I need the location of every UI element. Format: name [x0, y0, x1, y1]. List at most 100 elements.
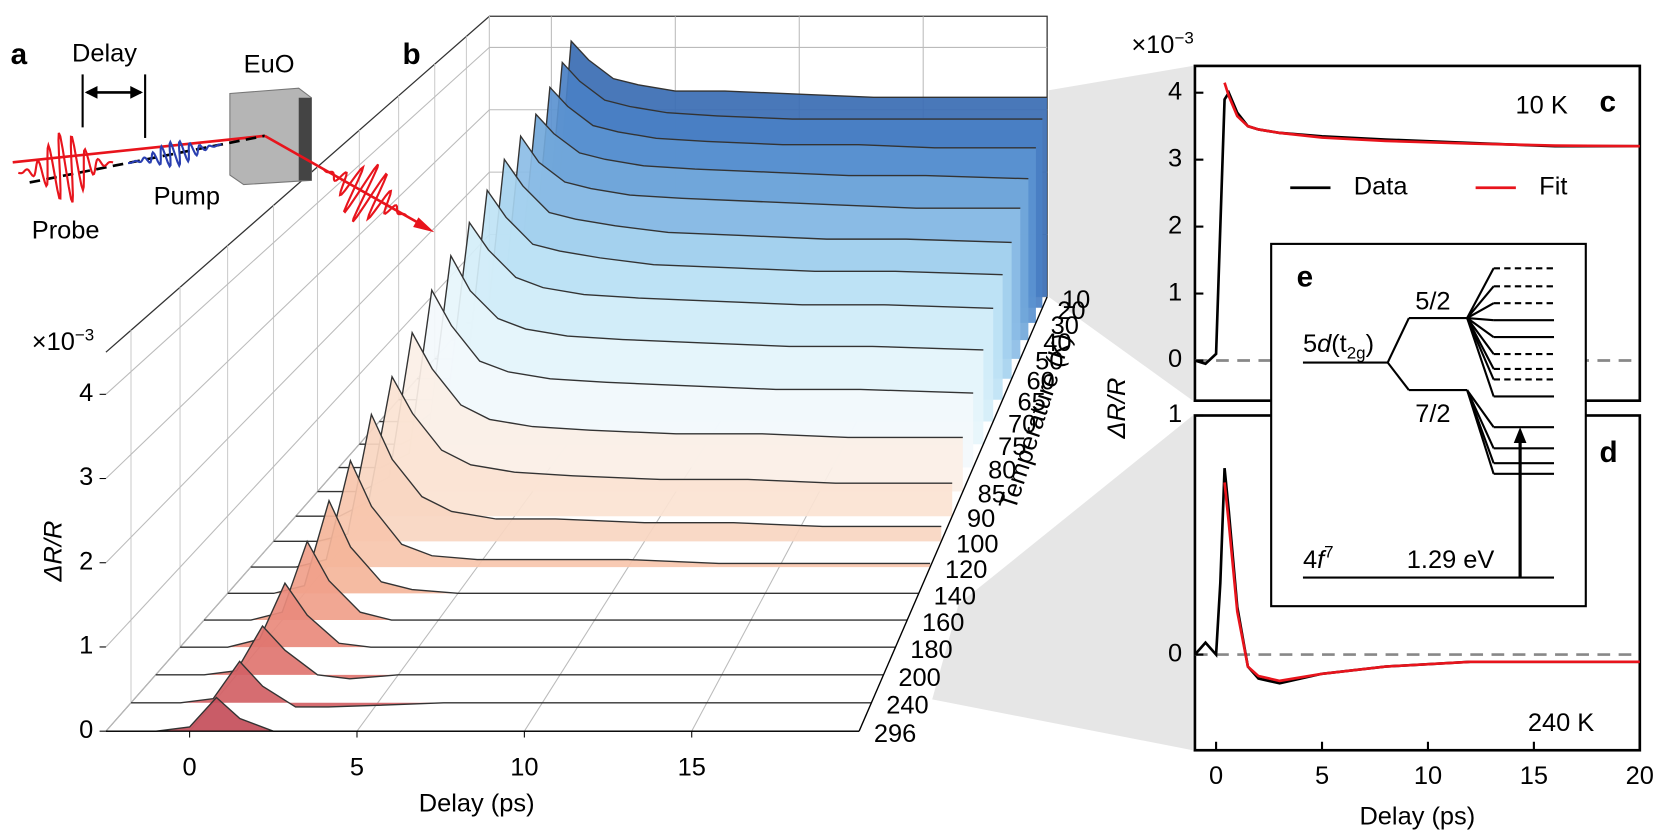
pump-pulse — [128, 139, 222, 169]
depth-tick-label: 160 — [922, 609, 964, 637]
depth-tick-label: 200 — [898, 664, 940, 692]
y-axis-label: ΔR/R — [39, 521, 67, 583]
delay-label: Delay — [72, 40, 137, 68]
legend-label: Fit — [1539, 172, 1567, 200]
multiplier-exponent: −3 — [1174, 29, 1193, 48]
depth-tick-label: 30 — [1051, 312, 1079, 340]
panel-label: a — [11, 38, 28, 71]
depth-tick-label: 75 — [998, 433, 1026, 461]
axis-multiplier: ×10−3 — [1131, 29, 1193, 60]
grid-line — [105, 171, 490, 564]
y-tick-label: 1 — [1168, 278, 1182, 306]
multiplier-exponent: −3 — [75, 325, 94, 344]
panel-label: b — [403, 38, 421, 71]
level-line — [1466, 389, 1495, 428]
level-label: 5d(t2g) — [1303, 330, 1374, 362]
probe-beam — [12, 134, 265, 164]
grid-line — [105, 47, 490, 395]
energy-label: 1.29 eV — [1407, 546, 1495, 574]
trace-fill — [204, 541, 908, 621]
x-tick-label: 0 — [1209, 762, 1223, 790]
trace-fill — [131, 661, 872, 707]
depth-tick-label: 40 — [1043, 329, 1071, 357]
pump-label: Pump — [154, 183, 220, 211]
level-line — [1466, 285, 1495, 319]
depth-tick-label: 70 — [1008, 410, 1036, 438]
reflected-pulse — [323, 163, 408, 223]
label-part: (t — [1331, 330, 1347, 358]
arrow-head — [84, 86, 98, 99]
level-line — [1466, 389, 1495, 475]
grid-line — [105, 109, 490, 479]
x-tick-label: 10 — [1414, 762, 1442, 790]
series-line — [1223, 82, 1640, 148]
depth-tick-label: 60 — [1027, 368, 1055, 396]
label-part: d — [1317, 330, 1332, 358]
grid-line — [105, 234, 490, 648]
level-label: 4f7 — [1303, 542, 1334, 574]
depth-tick-label: 180 — [910, 636, 952, 664]
depth-tick-label: 296 — [874, 720, 916, 748]
y-tick-label: 3 — [79, 463, 93, 491]
series-line — [1223, 482, 1640, 683]
y-tick-label: 4 — [79, 379, 93, 407]
x-axis-label: Delay (ps) — [419, 790, 535, 818]
level-line — [1466, 317, 1495, 338]
depth-tick-label: 90 — [967, 505, 995, 533]
sample-label: EuO — [244, 50, 295, 78]
label-part: 7 — [1324, 542, 1333, 561]
level-line — [1386, 361, 1410, 391]
panel-e: e 5d(t2g) 5/2 7/2 4f7 1.29 eV — [1270, 242, 1587, 608]
annotation: 10 K — [1516, 92, 1568, 120]
depth-tick-label: 240 — [886, 692, 928, 720]
panel-b: 1020304050606570758085901001201401601802… — [32, 15, 1090, 818]
y-tick-label: 2 — [79, 547, 93, 575]
connector — [932, 415, 1193, 751]
y-axis-label: ΔR/R — [1103, 378, 1131, 440]
y-tick-label: 3 — [1168, 144, 1182, 172]
x-tick-label: 15 — [1520, 762, 1548, 790]
arrow-head — [413, 217, 435, 233]
x-axis-label: Delay (ps) — [1359, 802, 1475, 830]
panel-a: a Delay EuO Pump Probe — [11, 38, 435, 245]
depth-tick-label: 85 — [978, 481, 1006, 509]
label-part: ) — [1366, 330, 1374, 358]
depth-tick-label: 120 — [945, 556, 987, 584]
sample-edge — [298, 97, 312, 181]
level-label: 7/2 — [1415, 400, 1450, 428]
panel-label: d — [1600, 436, 1618, 469]
label-part: 2g — [1347, 343, 1366, 362]
y-tick-label: 1 — [1168, 400, 1182, 428]
x-tick-label: 20 — [1626, 762, 1654, 790]
depth-axis — [858, 296, 1048, 732]
probe-label: Probe — [32, 217, 100, 245]
x-tick-label: 0 — [183, 754, 197, 782]
depth-tick-label: 10 — [1062, 286, 1090, 314]
inset-frame — [1270, 242, 1587, 608]
y-tick-label: 0 — [1168, 639, 1182, 667]
label-part: 5 — [1303, 330, 1317, 358]
depth-tick-label: 140 — [934, 582, 976, 610]
trace-line — [131, 660, 872, 708]
annotation: 240 K — [1528, 709, 1594, 737]
axis-multiplier: ×10−3 — [32, 325, 94, 356]
label-part: 4 — [1303, 546, 1317, 574]
depth-tick-label: 100 — [956, 530, 998, 558]
y-tick-label: 2 — [1168, 211, 1182, 239]
probe-pulse — [18, 132, 114, 203]
trace-fill — [317, 332, 963, 492]
depth-tick-label: 65 — [1017, 389, 1045, 417]
level-line — [1466, 317, 1495, 355]
y-tick-label: 4 — [1168, 77, 1182, 105]
x-tick-label: 5 — [1315, 762, 1329, 790]
trace-fill — [273, 414, 942, 542]
level-line — [1466, 267, 1495, 319]
multiplier-base: ×10 — [32, 328, 75, 356]
depth-tick-label: 80 — [988, 456, 1016, 484]
level-line — [1466, 317, 1495, 397]
arrow-head — [1513, 427, 1527, 444]
y-tick-label: 0 — [1168, 345, 1182, 373]
panel-label: c — [1600, 85, 1617, 118]
x-tick-label: 5 — [350, 754, 364, 782]
